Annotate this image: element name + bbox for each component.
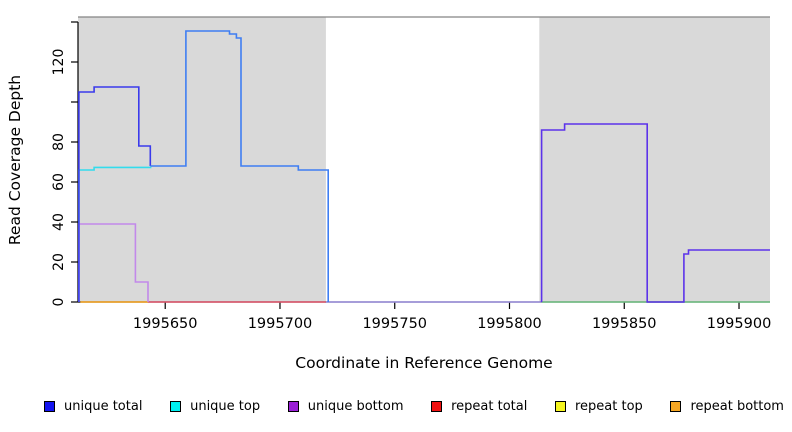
y-tick-label: 20 <box>51 253 67 271</box>
series-unique-total-left-region <box>78 86 152 302</box>
y-tick-label: 80 <box>51 133 67 151</box>
legend-label-unique-total: unique total <box>64 399 143 414</box>
legend: unique total unique top unique bottom re… <box>44 399 784 414</box>
x-axis-label: Coordinate in Reference Genome <box>295 354 553 372</box>
legend-swatch-repeat-top <box>555 401 566 412</box>
series-unique-total-top-overlap-mid-region <box>150 30 330 302</box>
plot-canvas: 0 20 40 60 80 120 1995650 1995700 1995750 1995800… <box>51 16 772 332</box>
y-axis-label: Read Coverage Depth <box>6 74 24 246</box>
legend-swatch-unique-total <box>44 401 55 412</box>
repeat-region-shading <box>539 17 770 302</box>
legend-label-repeat-bottom: repeat bottom <box>690 399 784 414</box>
legend-item-repeat-bottom: repeat bottom <box>670 399 784 414</box>
series-unique-total-bottom-overlap-right-region <box>540 123 770 303</box>
x-tick-label: 1995750 <box>362 316 427 332</box>
legend-swatch-repeat-bottom <box>670 401 682 412</box>
x-tick-label: 1995800 <box>477 316 542 332</box>
x-tick-label: 1995850 <box>592 316 657 332</box>
legend-item-unique-total: unique total <box>44 399 142 414</box>
legend-label-repeat-total: repeat total <box>451 399 528 414</box>
repeat-region-shading <box>78 17 326 302</box>
legend-item-repeat-top: repeat top <box>555 399 643 414</box>
legend-label-unique-bottom: unique bottom <box>307 399 404 414</box>
legend-label-unique-top: unique top <box>190 399 261 414</box>
legend-swatch-repeat-total <box>431 401 443 412</box>
legend-item-repeat-total: repeat total <box>431 399 527 414</box>
legend-swatch-unique-bottom <box>287 401 299 412</box>
legend-swatch-unique-top <box>170 401 182 412</box>
y-tick-label: 60 <box>51 173 67 191</box>
x-tick-label: 1995900 <box>707 316 772 332</box>
legend-item-unique-top: unique top <box>170 399 260 414</box>
y-tick-label: 0 <box>51 298 67 307</box>
x-tick-label: 1995650 <box>133 316 198 332</box>
y-tick-label: 120 <box>51 49 67 76</box>
legend-item-unique-bottom: unique bottom <box>287 399 404 414</box>
y-tick-label: 40 <box>51 213 67 231</box>
legend-label-repeat-top: repeat top <box>575 399 643 414</box>
x-tick-label: 1995700 <box>248 316 313 332</box>
